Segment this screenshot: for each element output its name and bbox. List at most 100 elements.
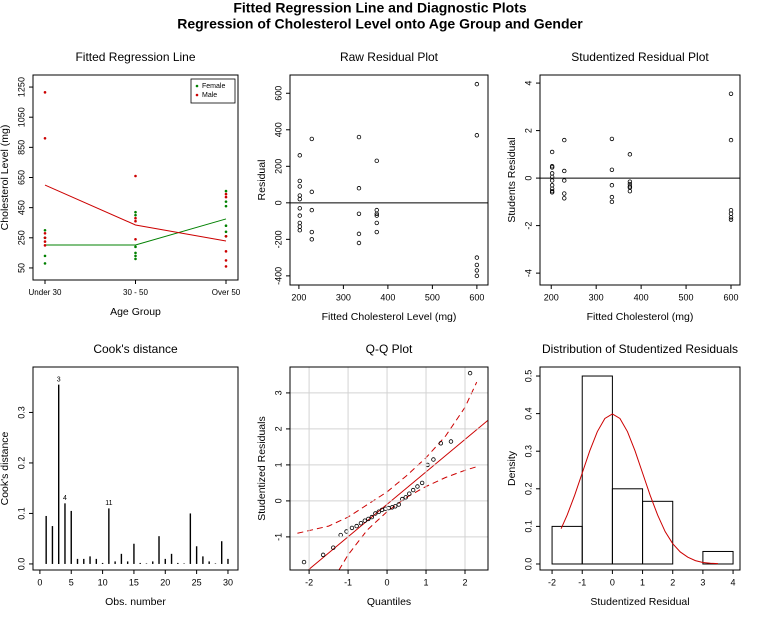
point-label: 3 (57, 377, 61, 384)
data-point (415, 484, 420, 489)
plot-area (540, 91, 740, 222)
data-point (309, 189, 315, 195)
density-curve (560, 413, 719, 565)
data-point (43, 236, 47, 240)
data-point (356, 240, 362, 246)
data-point (393, 504, 398, 509)
plot-frame (32, 366, 239, 571)
x-tick-label: 30 - 50 (123, 288, 148, 297)
data-point (43, 137, 47, 140)
data-point (369, 514, 375, 520)
x-tick-label: 2 (670, 577, 675, 587)
data-point (309, 229, 315, 235)
data-point (224, 265, 228, 268)
data-point (134, 210, 137, 214)
y-tick-label: -200 (273, 230, 283, 248)
plot-area (551, 375, 734, 565)
data-point (448, 439, 454, 444)
x-tick-label: 1 (640, 577, 645, 587)
data-point (728, 137, 734, 143)
data-point (354, 523, 359, 529)
x-tick-label: 1 (424, 577, 429, 587)
point-label: 4 (63, 495, 67, 502)
data-point (134, 219, 137, 223)
legend-marker (195, 84, 199, 88)
data-point (419, 480, 425, 486)
histogram-bar (581, 375, 613, 565)
data-point (297, 153, 302, 158)
data-point (297, 184, 302, 189)
data-point (134, 257, 137, 261)
histogram-bar (642, 500, 674, 565)
data-point (224, 259, 228, 262)
plot-area (297, 370, 488, 570)
y-tick-label: -400 (273, 267, 283, 285)
plot-frame (539, 366, 741, 571)
x-axis-title: Studentized Residual (590, 596, 689, 608)
data-point (562, 168, 567, 174)
data-point (549, 165, 555, 170)
data-point (549, 149, 555, 155)
y-tick-label: 0.0 (523, 558, 533, 571)
y-axis-title: Cook's distance (0, 431, 11, 505)
plot-area (290, 81, 488, 279)
y-tick-label: -2 (523, 222, 533, 230)
data-point (43, 91, 47, 94)
data-point (356, 186, 362, 191)
data-point (43, 228, 47, 232)
y-tick-label: 650 (16, 170, 26, 185)
y-tick-label: 0 (523, 176, 533, 181)
data-point (134, 216, 137, 220)
data-point (407, 491, 412, 496)
data-point (374, 229, 379, 235)
data-point (356, 211, 362, 216)
panel-title: Distribution of Studentized Residuals (542, 342, 738, 356)
data-point (43, 240, 47, 243)
x-tick-label: 600 (469, 292, 484, 302)
y-tick-label: 400 (273, 122, 283, 137)
y-tick-label: 4 (523, 81, 533, 86)
x-tick-label: 300 (336, 292, 351, 302)
y-tick-label: 2 (523, 128, 533, 133)
x-tick-label: 600 (723, 292, 738, 302)
data-point (474, 268, 480, 273)
data-point (224, 250, 228, 253)
data-point (474, 133, 480, 138)
data-point (374, 211, 379, 216)
data-point (374, 158, 379, 164)
fit-line (44, 184, 227, 242)
data-point (609, 194, 615, 200)
y-axis-title: Residual (256, 160, 268, 201)
y-tick-label: 0.1 (16, 507, 26, 520)
data-point (224, 192, 228, 196)
panel-title: Fitted Regression Line (75, 50, 195, 64)
data-point (224, 204, 228, 208)
y-tick-label: 850 (16, 140, 26, 155)
data-point (224, 234, 228, 238)
y-tick-label: 0 (273, 200, 283, 205)
data-point (43, 244, 47, 247)
panel: 50 250 450 650 850 1050 1250 Fitted Regression … (0, 50, 241, 318)
x-tick-label: 15 (129, 577, 139, 587)
data-point (627, 152, 633, 157)
data-point (549, 190, 555, 195)
data-point (396, 502, 401, 507)
x-tick-label: 400 (380, 292, 395, 302)
data-point (331, 545, 336, 550)
plot-frame (289, 74, 489, 286)
envelope-upper (297, 381, 478, 534)
data-point (356, 134, 362, 140)
x-tick-label: 200 (291, 292, 306, 302)
figure-subtitle: Regression of Cholesterol Level onto Age… (177, 16, 583, 32)
x-tick-label: 20 (160, 577, 170, 587)
data-point (297, 228, 302, 233)
data-point (362, 518, 368, 523)
x-tick-label: 25 (192, 577, 202, 587)
point-label: 11 (105, 500, 112, 507)
data-point (728, 91, 734, 96)
x-tick-label: Over 50 (212, 288, 241, 297)
data-point (134, 251, 137, 255)
data-point (320, 552, 326, 558)
